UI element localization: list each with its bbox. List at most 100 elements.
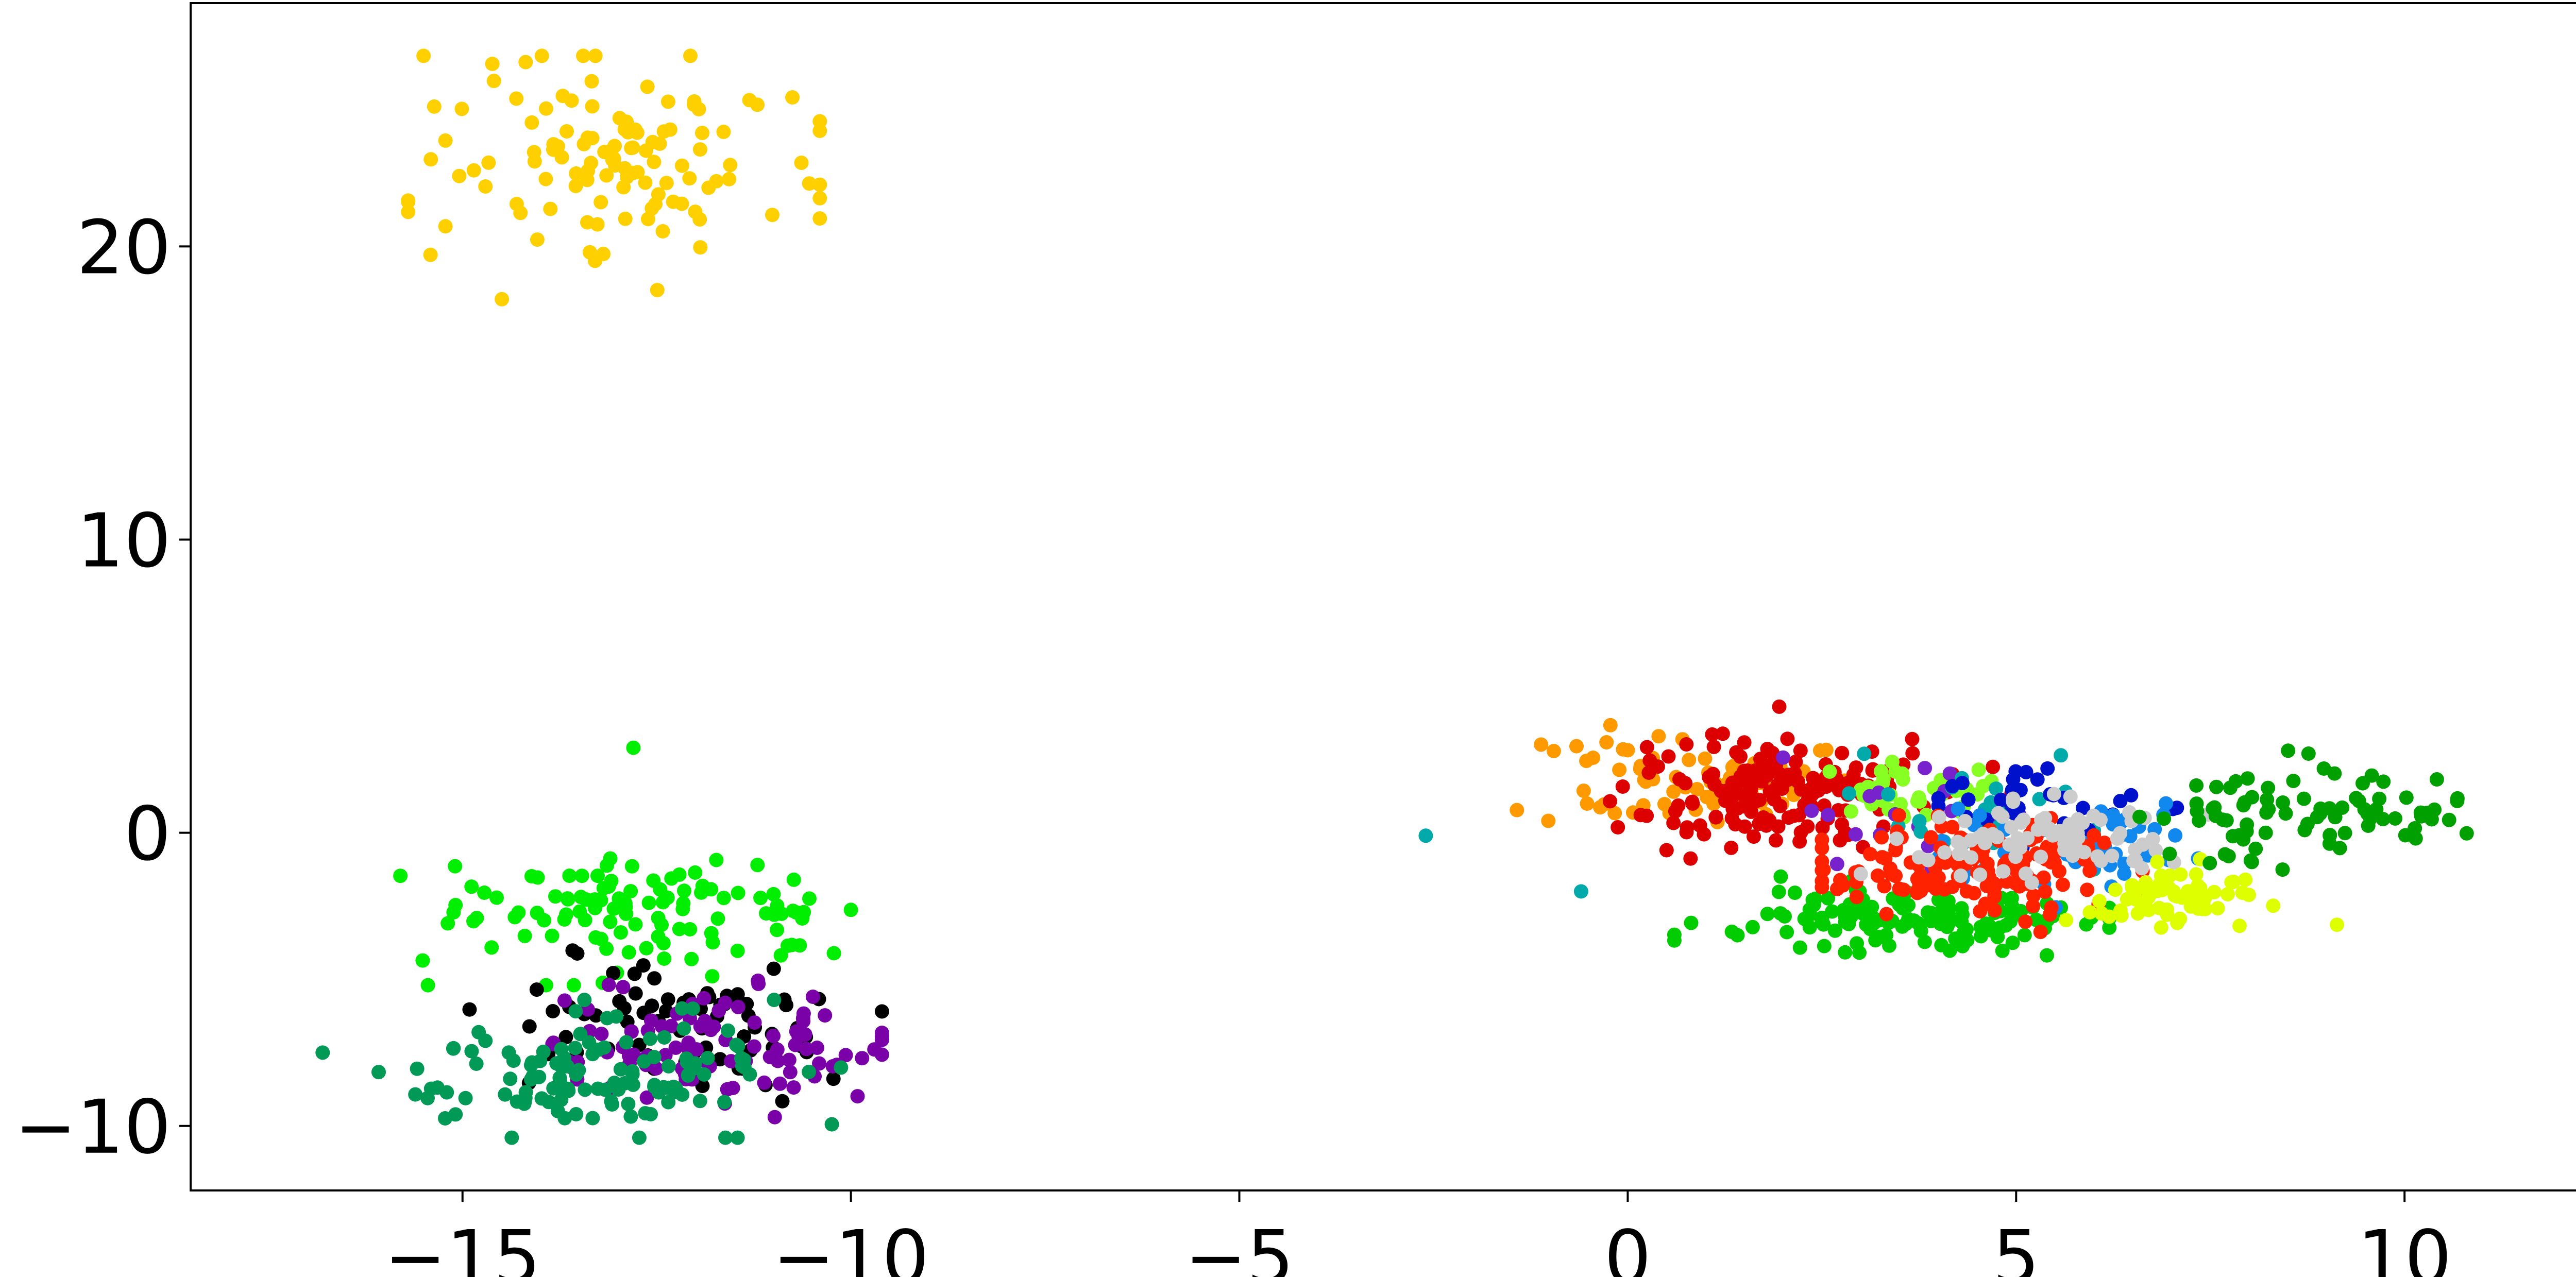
data-point	[1996, 864, 2011, 879]
data-point	[658, 1048, 673, 1063]
data-point	[1931, 810, 1946, 825]
data-point	[2141, 890, 2156, 905]
data-point	[462, 1002, 477, 1017]
data-point	[527, 154, 542, 169]
data-point	[539, 101, 553, 116]
data-point	[747, 1039, 761, 1054]
data-point	[874, 1047, 889, 1062]
data-point	[1748, 763, 1762, 778]
data-point	[812, 211, 827, 226]
data-point	[731, 1038, 745, 1053]
data-point	[1706, 739, 1721, 754]
data-point	[2450, 791, 2465, 806]
data-point	[1659, 843, 1674, 858]
data-point	[466, 163, 481, 178]
data-point	[1708, 809, 1723, 824]
data-point	[2132, 809, 2147, 824]
data-point	[2196, 893, 2211, 908]
data-point	[624, 1024, 639, 1039]
data-point	[2261, 780, 2276, 795]
data-point	[2127, 854, 2142, 869]
data-point	[683, 922, 698, 937]
data-point	[1603, 718, 1618, 733]
data-point	[632, 1130, 647, 1145]
data-point	[2030, 772, 2045, 787]
data-point	[720, 1082, 735, 1097]
data-point	[2232, 918, 2247, 933]
data-point	[1792, 940, 1807, 955]
data-point	[2189, 867, 2204, 882]
data-points	[315, 48, 2474, 1145]
data-point	[782, 1052, 796, 1067]
data-point	[2040, 948, 2054, 963]
data-point	[2337, 826, 2352, 841]
data-point	[438, 133, 453, 148]
y-tick-label: −10	[14, 1084, 171, 1170]
data-point	[2093, 812, 2108, 827]
data-point	[562, 869, 577, 883]
data-point	[1680, 820, 1694, 835]
data-point	[1967, 886, 1981, 900]
data-point	[630, 125, 645, 140]
data-point	[423, 152, 438, 167]
data-point	[612, 111, 627, 126]
data-point	[2029, 912, 2044, 927]
data-point	[546, 1004, 561, 1018]
data-point	[585, 1111, 600, 1126]
data-point	[1579, 754, 1594, 769]
data-point	[2296, 791, 2311, 806]
data-point	[796, 1006, 811, 1021]
data-point	[2221, 849, 2236, 863]
data-point	[1973, 867, 1988, 882]
data-point	[661, 1059, 676, 1074]
data-point	[824, 1117, 839, 1132]
data-point	[718, 995, 733, 1010]
data-point	[2154, 920, 2168, 935]
data-point	[2036, 870, 2051, 885]
data-point	[843, 903, 858, 917]
data-point	[2108, 882, 2123, 897]
data-point	[693, 240, 708, 255]
series-0	[401, 48, 827, 307]
data-point	[2244, 855, 2259, 870]
data-point	[630, 165, 645, 180]
data-point	[695, 1079, 710, 1094]
data-point	[688, 865, 703, 880]
data-point	[1842, 786, 1856, 801]
data-point	[469, 1057, 484, 1071]
data-point	[1733, 769, 1748, 784]
data-point	[1899, 916, 1913, 931]
data-point	[553, 1076, 568, 1090]
data-point	[466, 914, 481, 929]
data-point	[874, 1032, 889, 1047]
data-point	[1697, 827, 1711, 842]
data-point	[524, 115, 539, 130]
data-point	[757, 1075, 772, 1090]
data-point	[1805, 893, 1820, 907]
data-point	[529, 982, 544, 997]
data-point	[408, 1087, 423, 1102]
data-point	[641, 212, 655, 227]
data-point	[1888, 764, 1903, 779]
data-point	[438, 219, 453, 234]
data-point	[1862, 907, 1877, 922]
data-point	[785, 90, 800, 105]
data-point	[2349, 791, 2364, 806]
data-point	[1815, 832, 1829, 847]
data-point	[2281, 743, 2296, 758]
data-point	[401, 205, 416, 219]
data-point	[423, 247, 438, 262]
data-point	[709, 853, 724, 867]
data-point	[545, 928, 560, 943]
data-point	[721, 1023, 735, 1038]
data-point	[1911, 850, 1926, 865]
data-point	[742, 93, 757, 108]
data-point	[594, 195, 608, 210]
data-point	[534, 48, 549, 63]
data-point	[1724, 840, 1739, 855]
data-point	[1651, 729, 1666, 744]
data-point	[674, 1001, 689, 1016]
data-point	[1822, 764, 1837, 779]
data-point	[2125, 880, 2140, 895]
